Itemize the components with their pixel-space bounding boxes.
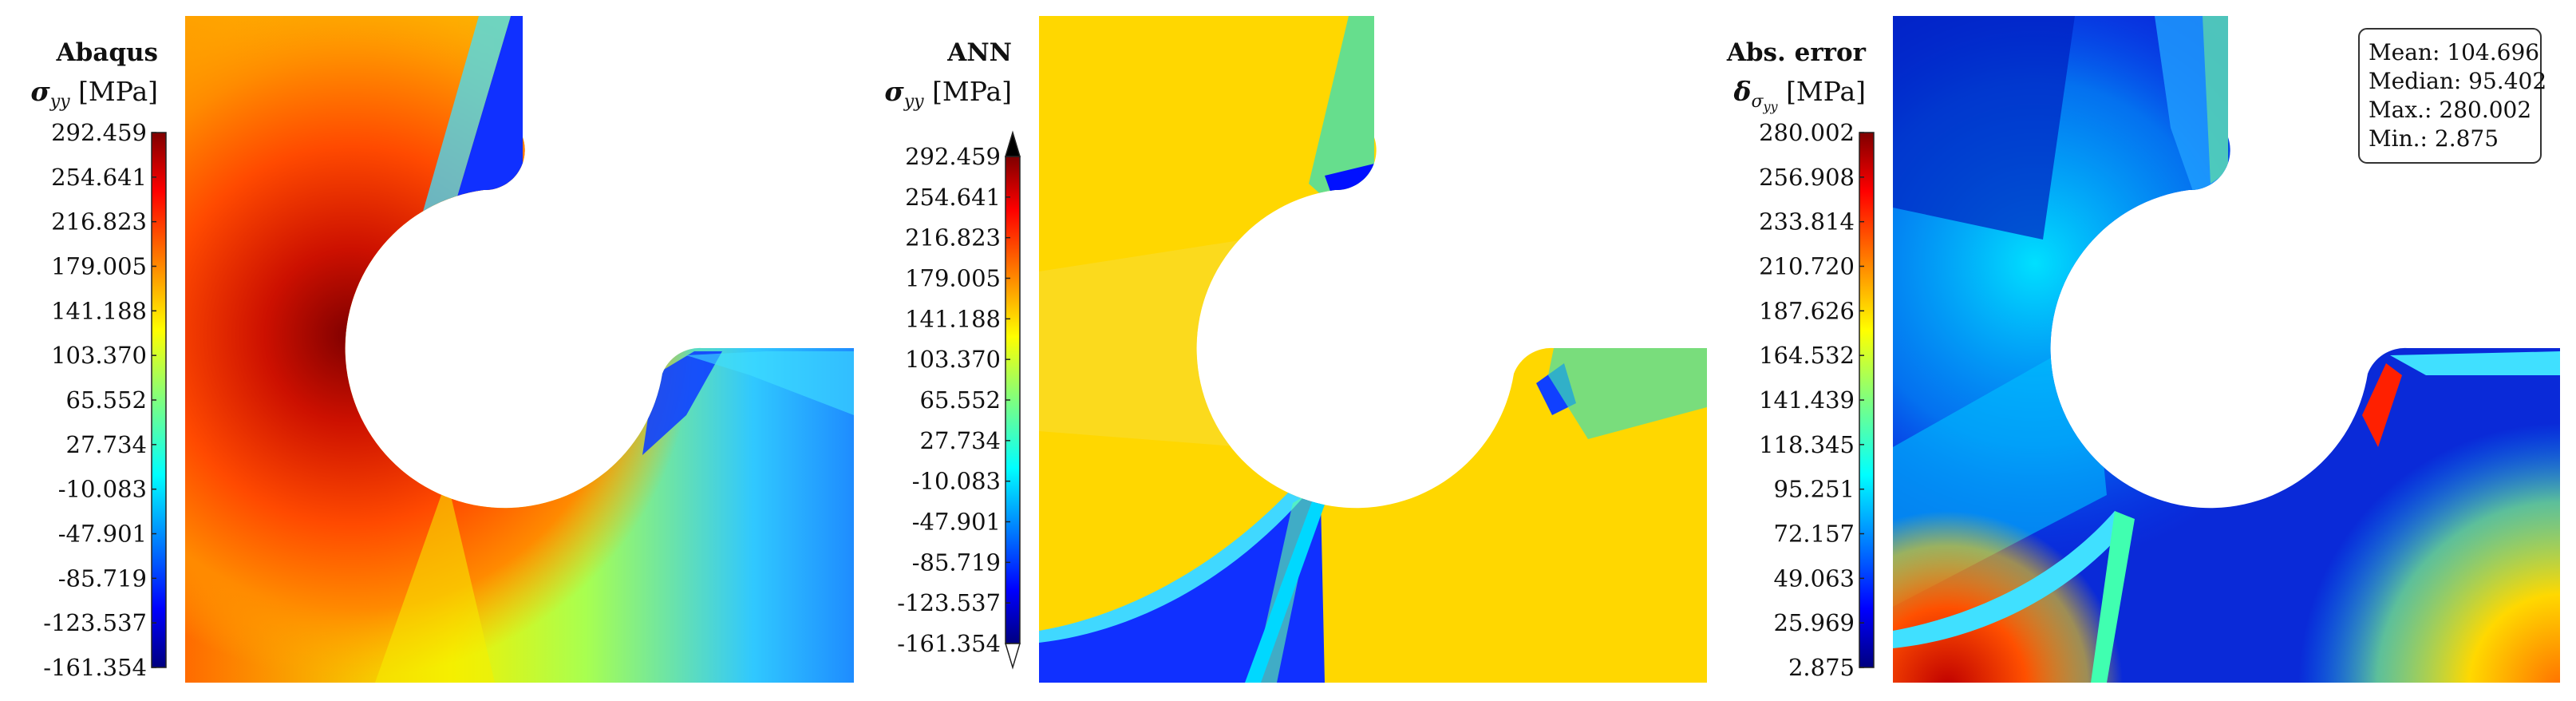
colorbar-tick-label-ann: -85.719 [912,549,1001,576]
colorbar-tick-label-abs-error: 164.532 [1759,342,1855,369]
colorbar-tick-label-abaqus: -123.537 [43,609,147,636]
colorbar-abs-error: 280.002 256.908 233.814 210.720 187.626 164.5… [1759,119,1875,681]
colorbar-tick-label-ann: 141.188 [905,305,1001,332]
colorbar-tick-label-abs-error: 233.814 [1759,208,1855,236]
panel-ann: 292.459 254.641 216.823 179.005 141.188 103.3… [884,16,1707,683]
quantity-label-abs-error: δσyy [MPa] [1732,76,1866,114]
colorbar-tick-label-ann: -10.083 [912,468,1001,495]
colorbar-ticks-abs-error: 280.002 256.908 233.814 210.720 187.626 164.5… [1759,119,1864,681]
colorbar-tick-label-ann: -47.901 [912,509,1001,536]
colorbar-tick-label-abs-error: 187.626 [1759,297,1855,324]
field-ann [1039,16,1707,683]
colorbar-tick-label-abaqus: -85.719 [58,564,147,592]
panel-abs-error: 280.002 256.908 233.814 210.720 187.626 164.5… [1726,16,2560,683]
colorbar-tick-label-abs-error: 118.345 [1759,431,1855,458]
stats-max: Max.: 280.002 [2369,97,2531,123]
colorbar-tick-label-abs-error: 256.908 [1759,164,1855,191]
colorbar-tick-label-ann: 65.552 [920,386,1001,414]
colorbar-ticks-abaqus: 292.459 254.641 216.823 179.005 141.188 103.3… [43,119,156,681]
field-abaqus [185,16,854,683]
colorbar-tick-label-abs-error: 2.875 [1788,654,1855,681]
colorbar-tick-label-abaqus: 179.005 [51,253,147,280]
colorbar-tick-label-ann: -123.537 [897,589,1001,616]
colorbar-abaqus: 292.459 254.641 216.823 179.005 141.188 103.3… [43,119,167,681]
colorbar-tick-label-abaqus: 216.823 [51,208,147,236]
quantity-label-ann: σyy [MPa] [884,76,1012,112]
colorbar-tick-label-ann: -161.354 [897,630,1001,657]
colorbar-tick-label-ann: 179.005 [905,265,1001,292]
colorbar-tick-label-abs-error: 210.720 [1759,253,1855,280]
panel-title-abs-error: Abs. error [1726,38,1867,67]
colorbar-tick-label-abaqus: 141.188 [51,297,147,324]
field-abs-error [1893,16,2560,683]
colorbar-tick-label-abs-error: 95.251 [1774,476,1855,503]
colorbar-tick-label-abaqus: -10.083 [58,476,147,503]
colorbar-tick-label-abaqus: -161.354 [43,654,147,681]
stats-box: Mean: 104.696 Median: 95.402 Max.: 280.0… [2358,28,2546,164]
colorbar-tick-label-abaqus: 65.552 [66,386,147,414]
colorbar-tick-label-ann: 27.734 [920,427,1001,454]
colorbar-tick-label-ann: 292.459 [905,143,1001,170]
colorbar-tick-label-abs-error: 141.439 [1759,386,1855,414]
colorbar-ann: 292.459 254.641 216.823 179.005 141.188 103.3… [897,130,1021,670]
colorbar-tick-label-abaqus: 254.641 [51,164,147,191]
stats-min: Min.: 2.875 [2369,125,2499,152]
colorbar-tick-label-ann: 254.641 [905,184,1001,211]
colorbar-tick-label-abaqus: 27.734 [66,431,147,458]
colorbar-ticks-ann: 292.459 254.641 216.823 179.005 141.188 103.3… [897,143,1010,657]
colorbar-tick-label-abs-error: 49.063 [1774,564,1855,592]
panel-title-ann: ANN [946,38,1012,67]
panel-title-abaqus: Abaqus [56,38,158,67]
stats-mean: Mean: 104.696 [2369,39,2539,65]
colorbar-tick-label-abs-error: 280.002 [1759,119,1855,146]
colorbar-tick-label-ann: 103.370 [905,346,1001,373]
colorbar-tick-label-abs-error: 72.157 [1774,520,1855,547]
colorbar-tick-label-ann: 216.823 [905,224,1001,251]
stats-median: Median: 95.402 [2369,68,2546,94]
colorbar-tick-label-abaqus: -47.901 [58,521,147,548]
quantity-label-abaqus: σyy [MPa] [30,76,158,112]
colorbar-tick-label-abaqus: 292.459 [51,119,147,146]
panel-abaqus: 292.459 254.641 216.823 179.005 141.188 103.3… [30,16,854,683]
colorbar-tick-label-abaqus: 103.370 [51,342,147,369]
colorbar-tick-label-abs-error: 25.969 [1774,609,1855,636]
